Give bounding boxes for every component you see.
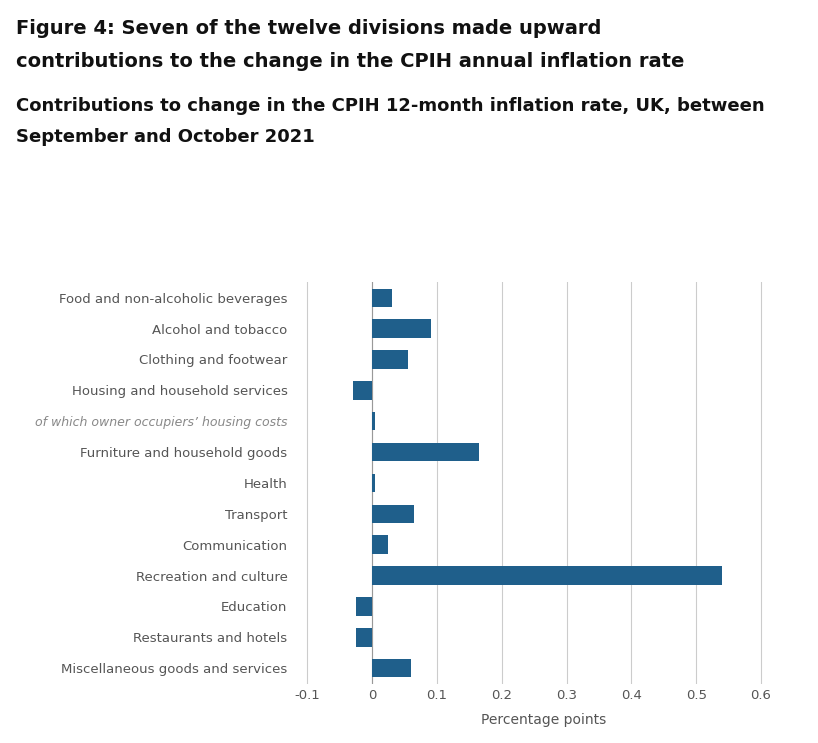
Bar <box>372 319 430 338</box>
Bar <box>372 443 479 461</box>
Bar <box>356 628 372 646</box>
Bar <box>372 659 411 678</box>
X-axis label: Percentage points: Percentage points <box>481 713 607 727</box>
Bar <box>372 566 722 585</box>
Text: Contributions to change in the CPIH 12-month inflation rate, UK, between: Contributions to change in the CPIH 12-m… <box>16 97 765 114</box>
Bar <box>372 474 375 492</box>
Text: September and October 2021: September and October 2021 <box>16 128 315 146</box>
Bar <box>356 597 372 616</box>
Bar <box>353 381 372 400</box>
Text: contributions to the change in the CPIH annual inflation rate: contributions to the change in the CPIH … <box>16 52 685 71</box>
Bar <box>372 412 375 430</box>
Bar <box>372 536 389 554</box>
Bar <box>372 350 408 369</box>
Bar <box>372 288 392 307</box>
Text: Figure 4: Seven of the twelve divisions made upward: Figure 4: Seven of the twelve divisions … <box>16 19 602 38</box>
Bar <box>372 504 415 523</box>
